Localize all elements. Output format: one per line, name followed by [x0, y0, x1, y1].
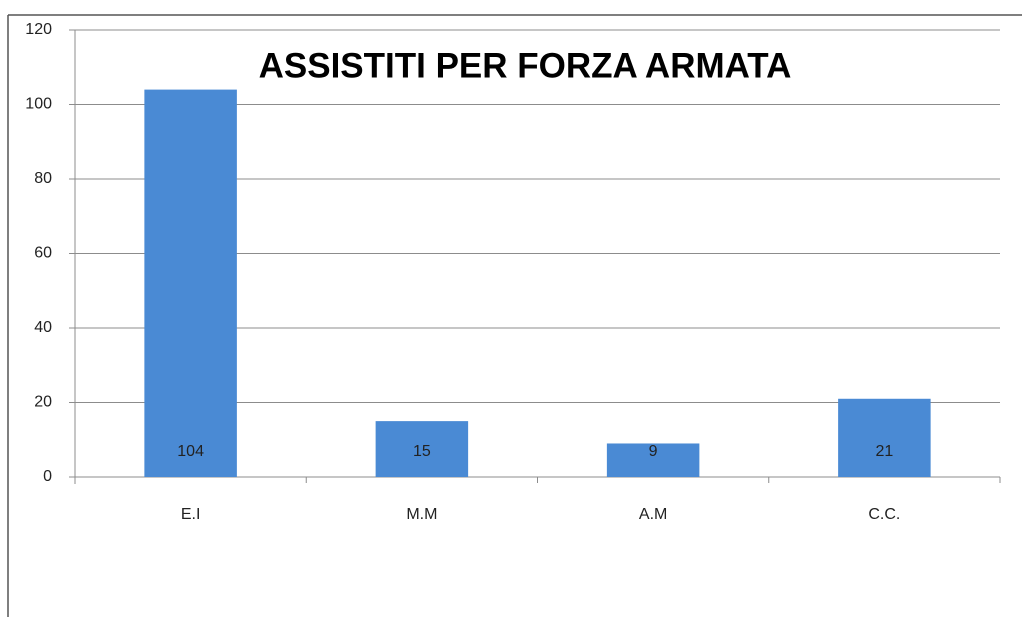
- y-tick-label: 0: [43, 468, 52, 485]
- data-label: 21: [875, 443, 893, 460]
- y-tick-label: 20: [34, 394, 52, 411]
- data-label: 104: [177, 443, 204, 460]
- data-label: 15: [413, 443, 431, 460]
- y-tick-label: 80: [34, 170, 52, 187]
- bar: [144, 89, 237, 477]
- x-tick-label: E.I: [181, 506, 201, 523]
- x-tick-label: A.M: [639, 506, 667, 523]
- x-tick-label: C.C.: [868, 506, 900, 523]
- data-label: 9: [649, 443, 658, 460]
- x-tick-label: M.M: [406, 506, 437, 523]
- bar: [375, 421, 469, 477]
- y-tick-label: 60: [34, 245, 52, 262]
- bar: [838, 398, 931, 477]
- y-tick-label: 100: [25, 96, 52, 113]
- y-tick-label: 40: [34, 319, 52, 336]
- y-tick-label: 120: [25, 21, 52, 38]
- chart-title: ASSISTITI PER FORZA ARMATA: [259, 46, 792, 85]
- bar: [606, 443, 700, 477]
